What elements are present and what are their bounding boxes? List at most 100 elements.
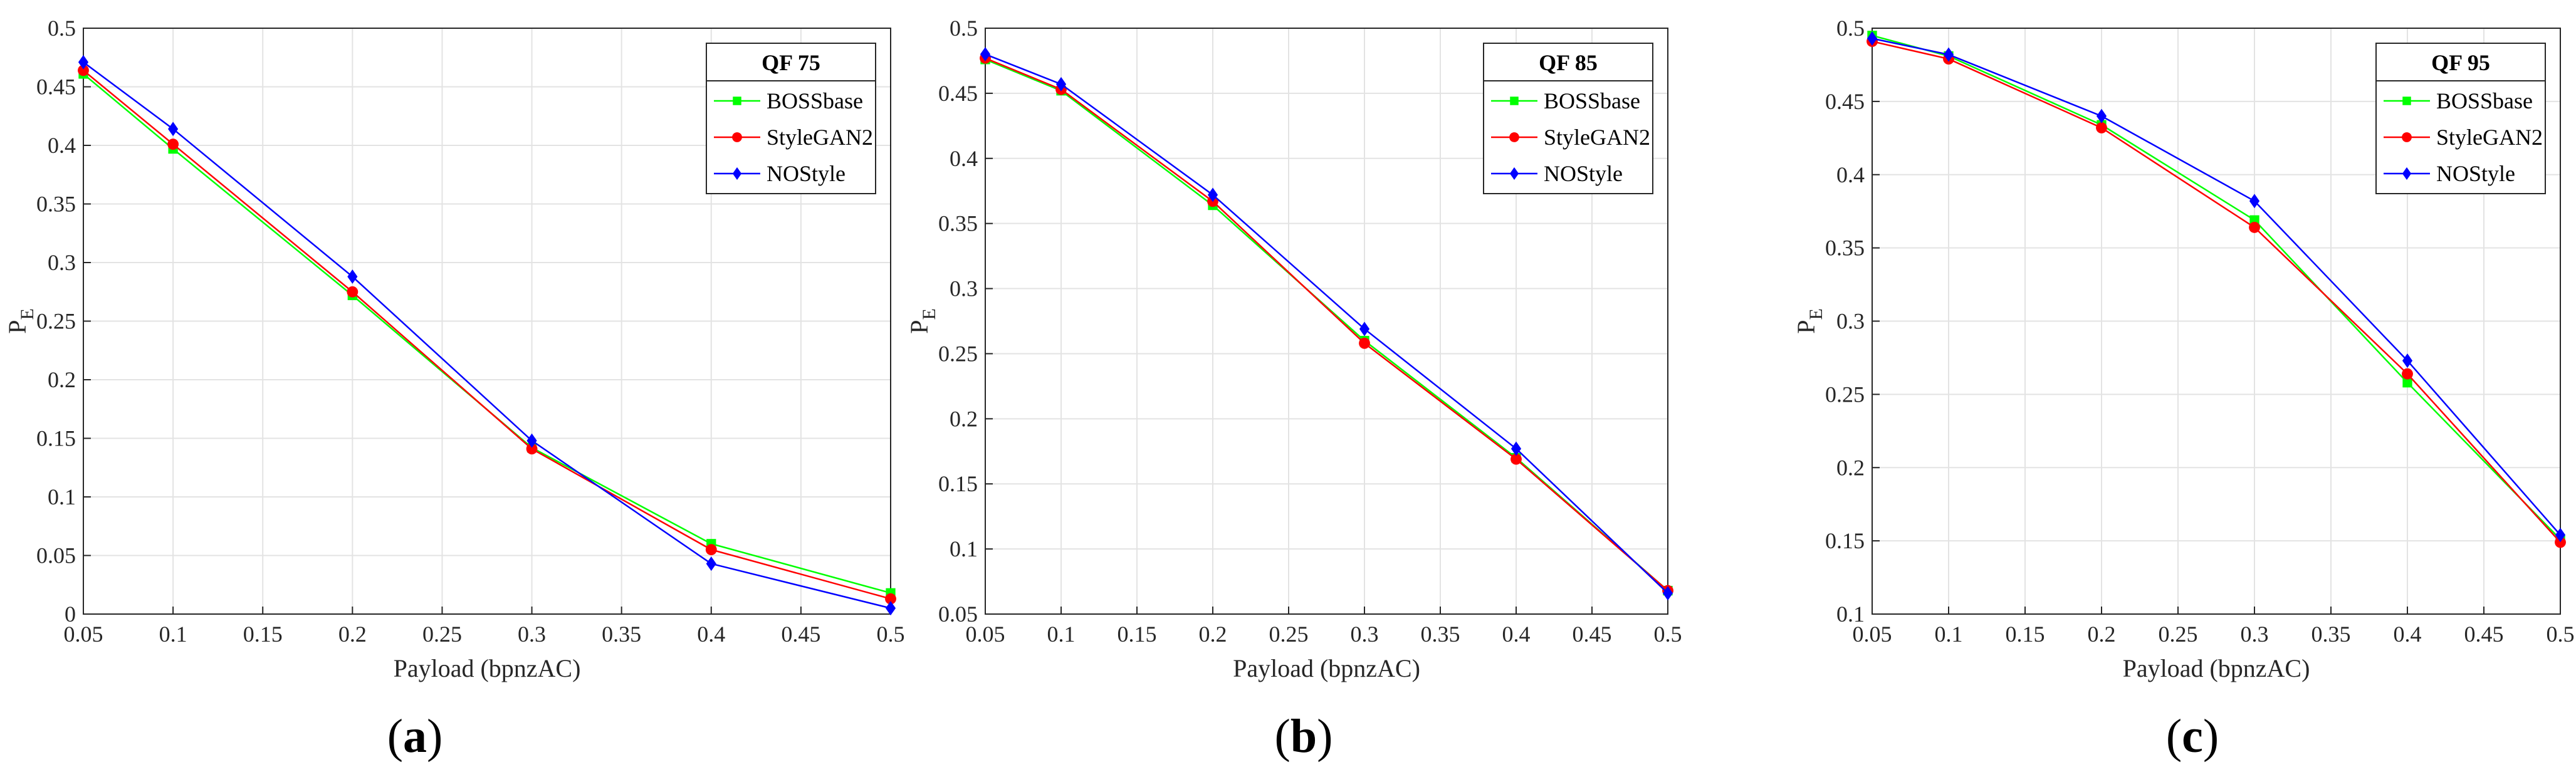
x-tick-label: 0.45 xyxy=(1573,622,1612,647)
chart-panel-c: 0.05 0.1 0.15 0.2 0.25 0.3 0.35 0.4 0.45 0.50.10.… xyxy=(1792,16,2575,682)
y-tick-label: 0.45 xyxy=(1825,89,1865,114)
x-tick-label: 0.05 xyxy=(966,622,1005,647)
data-point-nostyle xyxy=(1207,187,1218,202)
axes-box xyxy=(985,28,1668,615)
legend-entry-nostyle: NOStyle xyxy=(767,161,846,186)
legend-swatch-marker xyxy=(1509,132,1519,142)
legend-title: QF 75 xyxy=(762,50,820,75)
data-point-nostyle xyxy=(2402,353,2413,368)
x-tick-label: 0.3 xyxy=(518,622,546,647)
axes-box xyxy=(1872,28,2561,615)
x-tick-label: 0.4 xyxy=(697,622,725,647)
x-tick-label: 0.35 xyxy=(1421,622,1460,647)
legend-entry-stylegan2: StyleGAN2 xyxy=(1544,125,1650,150)
y-tick-label: 0.1 xyxy=(48,484,76,509)
y-tick-label: 0.2 xyxy=(48,367,76,392)
y-tick-label: 0.25 xyxy=(938,341,978,366)
y-tick-label: 0.05 xyxy=(938,602,978,627)
x-tick-label: 0.1 xyxy=(1047,622,1076,647)
data-point-nostyle xyxy=(2096,108,2107,123)
x-tick-label: 0.15 xyxy=(2006,622,2045,647)
x-tick-label: 0.05 xyxy=(1853,622,1892,647)
series-line-stylegan2 xyxy=(83,70,891,600)
y-axis-label: PE xyxy=(3,308,38,334)
y-tick-label: 0.15 xyxy=(1825,528,1865,553)
y-tick-label: 0.3 xyxy=(48,250,76,275)
data-point-nostyle xyxy=(1359,321,1370,336)
x-tick-label: 0.5 xyxy=(877,622,905,647)
x-tick-label: 0.2 xyxy=(1199,622,1227,647)
y-tick-label: 0.25 xyxy=(1825,382,1865,407)
y-tick-label: 0.4 xyxy=(48,133,76,158)
y-tick-label: 0.15 xyxy=(938,471,978,496)
axes-box xyxy=(83,28,891,615)
x-tick-label: 0.15 xyxy=(243,622,283,647)
y-axis-label: PE xyxy=(905,308,940,334)
x-axis-label: Payload (bpnzAC) xyxy=(2123,654,2310,682)
legend: QF 75 BOSSbase StyleGAN2 NOStyle xyxy=(706,43,876,194)
x-tick-label: 0.3 xyxy=(1351,622,1379,647)
data-point-nostyle xyxy=(2249,194,2260,209)
legend-swatch-marker xyxy=(1510,96,1519,105)
legend-swatch-marker xyxy=(733,96,741,105)
y-tick-label: 0.5 xyxy=(48,16,76,41)
data-point-nostyle xyxy=(1055,76,1067,91)
y-tick-label: 0.45 xyxy=(36,75,76,100)
data-point-nostyle xyxy=(980,47,991,62)
y-tick-label: 0.2 xyxy=(950,406,978,431)
x-tick-label: 0.1 xyxy=(1935,622,1963,647)
legend: QF 85 BOSSbase StyleGAN2 NOStyle xyxy=(1483,43,1653,194)
legend-title: QF 85 xyxy=(1539,50,1598,75)
y-tick-label: 0.5 xyxy=(950,16,978,41)
series-line-stylegan2 xyxy=(1872,40,2561,543)
legend-title: QF 95 xyxy=(2431,50,2490,75)
data-point-nostyle xyxy=(1511,441,1522,456)
x-tick-label: 0.35 xyxy=(2312,622,2351,647)
data-point-nostyle xyxy=(347,269,358,284)
y-tick-label: 0.1 xyxy=(1836,602,1865,627)
y-tick-label: 0.35 xyxy=(36,192,76,217)
data-point-nostyle xyxy=(168,122,179,137)
legend-swatch-marker xyxy=(2402,167,2412,180)
data-point-stylegan2 xyxy=(2555,536,2566,548)
x-tick-label: 0.4 xyxy=(1502,622,1531,647)
y-tick-label: 0.5 xyxy=(1836,16,1865,41)
x-tick-label: 0.45 xyxy=(2464,622,2504,647)
y-tick-label: 0.35 xyxy=(938,211,978,236)
x-tick-label: 0.5 xyxy=(1654,622,1682,647)
data-point-stylegan2 xyxy=(2096,122,2107,133)
legend-entry-stylegan2: StyleGAN2 xyxy=(2436,125,2543,150)
x-tick-label: 0.4 xyxy=(2394,622,2422,647)
legend-box xyxy=(706,43,876,194)
x-tick-label: 0.25 xyxy=(2159,622,2198,647)
legend-entry-bossbase: BOSSbase xyxy=(2436,88,2533,113)
legend-entry-bossbase: BOSSbase xyxy=(767,88,863,113)
data-point-stylegan2 xyxy=(347,286,359,298)
series-line-nostyle xyxy=(1872,38,2561,536)
y-tick-label: 0.45 xyxy=(938,81,978,106)
series-line-nostyle xyxy=(985,53,1668,594)
legend-entry-nostyle: NOStyle xyxy=(1544,161,1623,186)
y-tick-label: 0.4 xyxy=(1836,162,1865,187)
data-point-nostyle xyxy=(78,55,89,70)
data-point-nostyle xyxy=(1662,586,1673,601)
legend: QF 95 BOSSbase StyleGAN2 NOStyle xyxy=(2375,43,2546,194)
x-tick-label: 0.45 xyxy=(781,622,820,647)
data-point-nostyle xyxy=(1943,47,1954,62)
chart-panel-a: 0.05 0.1 0.15 0.2 0.25 0.3 0.35 0.4 0.45 0.500.05… xyxy=(3,16,905,682)
x-axis-label: Payload (bpnzAC) xyxy=(394,654,581,682)
x-tick-label: 0.2 xyxy=(2088,622,2116,647)
legend-swatch-marker xyxy=(732,167,742,180)
data-point-stylegan2 xyxy=(705,544,717,556)
legend-box xyxy=(1483,43,1653,194)
x-tick-label: 0.25 xyxy=(1269,622,1309,647)
y-tick-label: 0.4 xyxy=(950,146,978,171)
x-tick-label: 0.3 xyxy=(2241,622,2269,647)
legend-swatch-marker xyxy=(2402,132,2412,142)
y-tick-label: 0.25 xyxy=(36,309,76,334)
legend-entry-stylegan2: StyleGAN2 xyxy=(767,125,873,150)
y-tick-label: 0.35 xyxy=(1825,236,1865,261)
data-point-nostyle xyxy=(526,433,537,448)
x-tick-label: 0.05 xyxy=(64,622,103,647)
